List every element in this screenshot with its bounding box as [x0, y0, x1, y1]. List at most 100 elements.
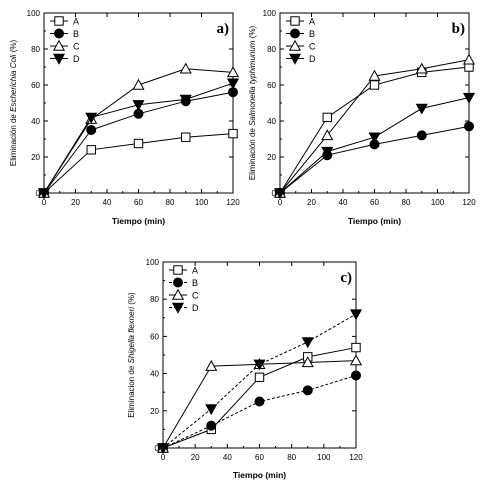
data-point-D — [37, 188, 51, 200]
data-point-D — [301, 337, 314, 349]
data-point-B — [351, 370, 361, 381]
data-point-B — [206, 420, 217, 431]
legend-marker-A — [173, 265, 183, 275]
y-tick-label: 0 — [272, 189, 277, 198]
legend-marker-B — [173, 277, 183, 288]
legend-marker-D — [52, 53, 66, 65]
data-point-D — [321, 146, 334, 158]
y-tick-label: 0 — [155, 444, 160, 453]
y-tick-label: 60 — [150, 332, 159, 341]
data-point-C — [349, 354, 363, 366]
y-tick-label: 40 — [267, 117, 276, 126]
data-point-A — [181, 132, 191, 142]
data-point-C — [301, 356, 314, 368]
chart-panel-2: 0 20 40 60 80 100 120 0 20 40 60 80 100 Tiempo (min) E… — [248, 9, 476, 226]
x-tick-label: 100 — [317, 453, 331, 462]
data-point-D — [132, 100, 145, 112]
x-tick-label: 80 — [402, 198, 411, 207]
data-point-C — [179, 62, 192, 74]
x-axis-label: Tiempo (min) — [348, 216, 401, 226]
legend-label-A: A — [192, 266, 198, 276]
y-tick-label: 40 — [31, 117, 40, 126]
data-point-D — [179, 94, 192, 106]
y-tick-label: 80 — [267, 45, 276, 54]
y-tick-label: 0 — [36, 189, 41, 198]
chart-panel-1: 0 20 40 60 80 100 120 0 20 40 60 80 100 Tiempo (min) E… — [9, 9, 240, 226]
y-tick-label: 40 — [150, 370, 159, 379]
x-axis-label: Tiempo (min) — [233, 470, 286, 480]
legend-label-D: D — [73, 54, 80, 64]
x-tick-label: 60 — [134, 198, 143, 207]
x-tick-label: 0 — [278, 198, 283, 207]
legend-label-A: A — [73, 17, 79, 27]
y-axis-label-suffix: (%) — [127, 292, 136, 307]
x-tick-label: 120 — [226, 198, 240, 207]
data-point-C — [132, 78, 145, 90]
x-tick-label: 40 — [339, 198, 348, 207]
data-point-C — [321, 129, 334, 141]
y-tick-label: 20 — [150, 407, 159, 416]
data-point-D — [368, 132, 381, 144]
legend-marker-C — [171, 288, 185, 300]
data-point-D — [415, 103, 428, 115]
x-tick-label: 60 — [370, 198, 379, 207]
data-point-D — [226, 78, 240, 90]
data-point-A — [322, 112, 332, 123]
y-axis-label: Eliminación de Salmonella typhimunum (%) — [248, 26, 257, 181]
data-point-A — [369, 80, 380, 90]
y-axis-label-suffix: (%) — [9, 40, 18, 55]
x-tick-label: 40 — [103, 198, 112, 207]
data-point-A — [254, 372, 265, 383]
data-point-D — [349, 309, 363, 321]
series-line-D — [43, 82, 234, 194]
y-axis-label: Eliminación de Escherichia Coli (%) — [9, 40, 18, 167]
x-tick-label: 100 — [431, 198, 445, 207]
data-point-D — [156, 443, 170, 455]
legend-marker-A — [290, 16, 300, 26]
data-point-D — [253, 359, 266, 371]
legend-label-B: B — [192, 278, 198, 288]
legend-label-A: A — [309, 17, 315, 27]
series-D — [156, 309, 363, 455]
legend-label-C: C — [73, 42, 80, 52]
data-point-B — [302, 385, 313, 396]
data-point-D — [462, 92, 476, 104]
x-tick-label: 100 — [195, 198, 209, 207]
y-axis-label-species: Salmonella typhimunum — [248, 40, 257, 126]
legend-label-C: C — [192, 291, 199, 301]
legend-label-B: B — [309, 29, 315, 39]
x-tick-label: 120 — [462, 198, 476, 207]
x-tick-label: 120 — [349, 453, 363, 462]
chart-panel-3: 0 20 40 60 80 100 120 0 20 40 60 80 100 Tiempo (min) E… — [127, 258, 363, 480]
legend-marker-B — [290, 28, 300, 39]
x-tick-label: 20 — [307, 198, 316, 207]
data-point-D — [85, 112, 98, 124]
x-tick-label: 0 — [42, 198, 47, 207]
x-tick-label: 80 — [287, 453, 296, 462]
legend-marker-D — [171, 302, 185, 314]
data-point-C — [226, 66, 240, 78]
data-point-C — [462, 53, 476, 65]
legend-label-B: B — [73, 29, 79, 39]
panel-label: c) — [340, 270, 352, 286]
series-B — [158, 370, 361, 453]
legend-marker-C — [288, 39, 302, 51]
data-point-D — [273, 188, 287, 200]
legend-marker-C — [52, 39, 66, 51]
series-C — [37, 62, 240, 198]
legend-label-C: C — [309, 42, 316, 52]
y-tick-label: 80 — [150, 295, 159, 304]
y-tick-label: 100 — [263, 9, 277, 18]
y-axis-label-suffix: (%) — [248, 26, 257, 41]
y-tick-label: 60 — [31, 81, 40, 90]
series-D — [37, 78, 240, 200]
plot-frame — [279, 12, 470, 194]
legend-label-D: D — [192, 303, 199, 313]
legend-marker-A — [54, 16, 64, 26]
panel-label: b) — [452, 21, 465, 37]
legend-marker-D — [288, 53, 302, 65]
y-axis-label-prefix: Eliminación de — [9, 112, 18, 166]
